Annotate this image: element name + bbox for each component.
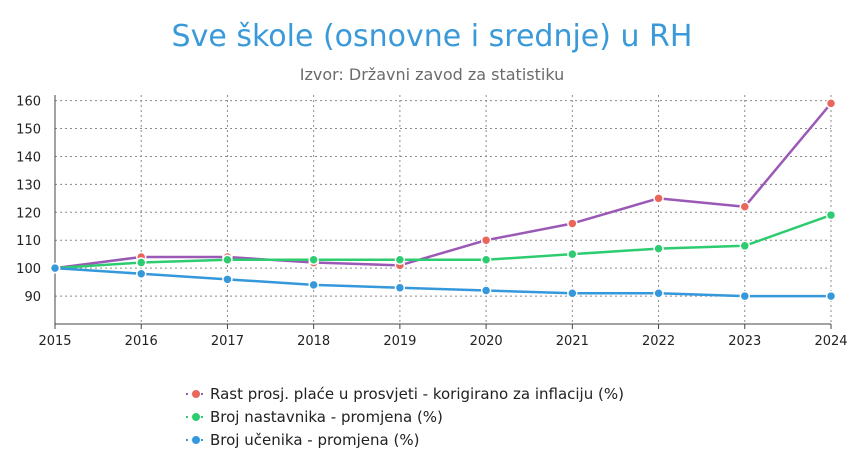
data-point-series-2 <box>825 209 837 221</box>
data-point-series-3 <box>308 279 319 291</box>
y-tick-label: 150 <box>16 123 41 138</box>
data-point-series-1 <box>653 193 664 204</box>
y-tick-label: 160 <box>16 95 41 110</box>
legend-label: Broj učenika - promjena (%) <box>210 431 419 449</box>
data-point-series-2 <box>739 240 751 252</box>
data-point-series-2 <box>308 254 319 266</box>
x-tick-label: 2017 <box>211 334 244 349</box>
data-point-series-2 <box>653 243 664 254</box>
data-point-series-1 <box>739 201 751 212</box>
data-point-series-1 <box>480 234 492 246</box>
legend-item-1[interactable]: Rast prosj. plaće u prosvjeti - korigira… <box>186 385 624 403</box>
legend-item-2[interactable]: Broj nastavnika - promjena (%) <box>186 408 443 426</box>
data-point-series-1 <box>825 98 837 109</box>
tick-labels: 2015 2016 2017 2018 2019 2020 2021 2022 2023 2024… <box>16 95 847 349</box>
y-tick-label: 140 <box>16 150 41 165</box>
data-point-series-3 <box>135 268 147 279</box>
x-tick-label: 2023 <box>728 334 761 349</box>
data-point-series-3 <box>653 288 664 299</box>
data-point-series-2 <box>480 254 492 266</box>
y-tick-label: 90 <box>24 290 41 305</box>
x-tick-label: 2024 <box>814 334 847 349</box>
x-tick-label: 2019 <box>383 334 416 349</box>
data-point-series-3 <box>480 285 492 296</box>
x-tick-label: 2020 <box>470 334 503 349</box>
y-tick-label: 100 <box>16 262 41 277</box>
y-tick-label: 130 <box>16 178 41 193</box>
data-point-series-3 <box>222 274 233 285</box>
series-line-3 <box>54 266 831 298</box>
data-point-series-3 <box>825 290 837 302</box>
chart-subtitle: Izvor: Državni zavod za statistiku <box>300 65 564 84</box>
x-tick-label: 2015 <box>38 334 71 349</box>
data-point-series-2 <box>135 257 147 268</box>
y-tick-label: 110 <box>16 234 41 249</box>
data-point-series-3 <box>49 262 61 274</box>
x-tick-label: 2018 <box>297 334 330 349</box>
axes <box>54 95 832 329</box>
data-point-series-1 <box>567 218 578 229</box>
legend-marker <box>191 435 201 445</box>
legend-marker <box>191 412 201 422</box>
data-point-series-3 <box>567 288 578 299</box>
x-tick-label: 2021 <box>556 334 589 349</box>
legend-marker <box>191 389 201 399</box>
legend[interactable]: Rast prosj. plaće u prosvjeti - korigira… <box>186 385 624 449</box>
series-line-2 <box>54 213 832 270</box>
series-lines <box>54 102 832 298</box>
data-point-series-2 <box>394 254 406 266</box>
series-points <box>49 98 837 302</box>
data-point-series-2 <box>222 254 233 266</box>
x-tick-label: 2016 <box>125 334 158 349</box>
x-tick-label: 2022 <box>642 334 675 349</box>
data-point-series-3 <box>394 282 406 293</box>
legend-item-3[interactable]: Broj učenika - promjena (%) <box>186 431 419 449</box>
data-point-series-3 <box>739 290 751 302</box>
data-point-series-2 <box>567 248 578 260</box>
legend-label: Rast prosj. plaće u prosvjeti - korigira… <box>210 385 624 403</box>
chart-title: Sve škole (osnovne i srednje) u RH <box>172 19 693 54</box>
y-tick-label: 120 <box>16 206 41 221</box>
legend-label: Broj nastavnika - promjena (%) <box>210 408 443 426</box>
series-line-1 <box>54 102 832 270</box>
